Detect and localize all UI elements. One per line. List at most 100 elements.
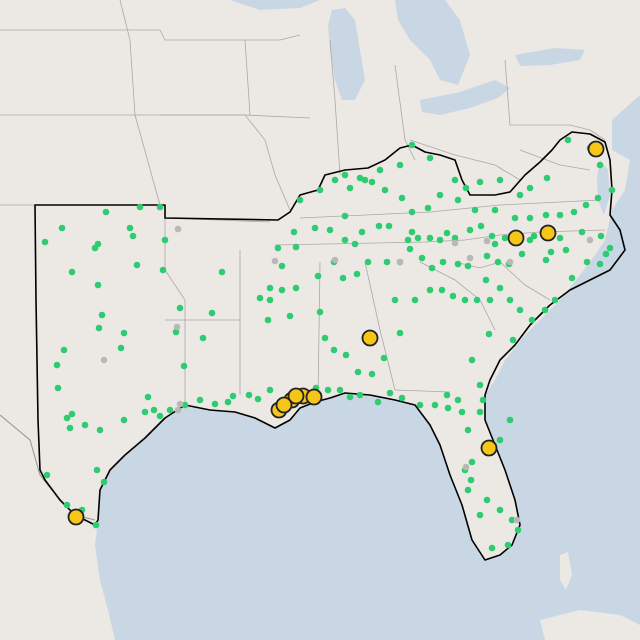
minor-point-marker[interactable] xyxy=(596,161,604,169)
minor-point-marker[interactable] xyxy=(482,276,490,284)
minor-point-marker[interactable] xyxy=(383,258,391,266)
minor-point-marker[interactable] xyxy=(159,266,167,274)
minor-point-marker[interactable] xyxy=(58,224,66,232)
minor-point-marker[interactable] xyxy=(321,334,329,342)
minor-point-marker[interactable] xyxy=(245,391,253,399)
minor-point-marker[interactable] xyxy=(542,256,550,264)
minor-point-marker[interactable] xyxy=(94,281,102,289)
minor-point-marker[interactable] xyxy=(339,274,347,282)
minor-point-marker[interactable] xyxy=(94,240,102,248)
minor-point-marker[interactable] xyxy=(63,414,71,422)
minor-point-marker[interactable] xyxy=(346,184,354,192)
minor-point-marker[interactable] xyxy=(68,410,76,418)
minor-point-marker[interactable] xyxy=(526,214,534,222)
minor-point-marker[interactable] xyxy=(196,396,204,404)
inactive-point-marker[interactable] xyxy=(174,225,182,233)
minor-point-marker[interactable] xyxy=(583,258,591,266)
inactive-point-marker[interactable] xyxy=(331,256,339,264)
minor-point-marker[interactable] xyxy=(468,458,476,466)
major-point-marker[interactable] xyxy=(480,439,498,457)
minor-point-marker[interactable] xyxy=(408,228,416,236)
minor-point-marker[interactable] xyxy=(341,236,349,244)
minor-point-marker[interactable] xyxy=(208,309,216,317)
minor-point-marker[interactable] xyxy=(199,334,207,342)
minor-point-marker[interactable] xyxy=(467,476,475,484)
minor-point-marker[interactable] xyxy=(330,346,338,354)
minor-point-marker[interactable] xyxy=(547,248,555,256)
minor-point-marker[interactable] xyxy=(506,416,514,424)
minor-point-marker[interactable] xyxy=(516,191,524,199)
minor-point-marker[interactable] xyxy=(496,436,504,444)
minor-point-marker[interactable] xyxy=(461,296,469,304)
minor-point-marker[interactable] xyxy=(414,234,422,242)
minor-point-marker[interactable] xyxy=(462,184,470,192)
minor-point-marker[interactable] xyxy=(144,393,152,401)
minor-point-marker[interactable] xyxy=(568,274,576,282)
minor-point-marker[interactable] xyxy=(491,240,499,248)
inactive-point-marker[interactable] xyxy=(100,356,108,364)
minor-point-marker[interactable] xyxy=(278,286,286,294)
minor-point-marker[interactable] xyxy=(582,201,590,209)
minor-point-marker[interactable] xyxy=(375,222,383,230)
minor-point-marker[interactable] xyxy=(458,408,466,416)
minor-point-marker[interactable] xyxy=(266,296,274,304)
minor-point-marker[interactable] xyxy=(518,250,526,258)
minor-point-marker[interactable] xyxy=(361,176,369,184)
minor-point-marker[interactable] xyxy=(418,254,426,262)
minor-point-marker[interactable] xyxy=(464,486,472,494)
minor-point-marker[interactable] xyxy=(211,400,219,408)
major-point-marker[interactable] xyxy=(67,508,85,526)
major-point-marker[interactable] xyxy=(287,387,305,405)
minor-point-marker[interactable] xyxy=(476,511,484,519)
minor-point-marker[interactable] xyxy=(451,234,459,242)
minor-point-marker[interactable] xyxy=(426,154,434,162)
minor-point-marker[interactable] xyxy=(95,324,103,332)
minor-point-marker[interactable] xyxy=(526,184,534,192)
inactive-point-marker[interactable] xyxy=(176,400,184,408)
minor-point-marker[interactable] xyxy=(53,361,61,369)
minor-point-marker[interactable] xyxy=(93,466,101,474)
major-point-marker[interactable] xyxy=(587,140,605,158)
minor-point-marker[interactable] xyxy=(256,294,264,302)
minor-point-marker[interactable] xyxy=(496,284,504,292)
minor-point-marker[interactable] xyxy=(180,362,188,370)
minor-point-marker[interactable] xyxy=(578,228,586,236)
minor-point-marker[interactable] xyxy=(290,228,298,236)
minor-point-marker[interactable] xyxy=(509,336,517,344)
minor-point-marker[interactable] xyxy=(556,211,564,219)
major-point-marker[interactable] xyxy=(361,329,379,347)
minor-point-marker[interactable] xyxy=(511,214,519,222)
minor-point-marker[interactable] xyxy=(66,424,74,432)
minor-point-marker[interactable] xyxy=(60,346,68,354)
minor-point-marker[interactable] xyxy=(541,306,549,314)
minor-point-marker[interactable] xyxy=(296,196,304,204)
minor-point-marker[interactable] xyxy=(100,478,108,486)
minor-point-marker[interactable] xyxy=(476,178,484,186)
minor-point-marker[interactable] xyxy=(398,194,406,202)
minor-point-marker[interactable] xyxy=(424,204,432,212)
minor-point-marker[interactable] xyxy=(543,174,551,182)
minor-point-marker[interactable] xyxy=(326,226,334,234)
minor-point-marker[interactable] xyxy=(426,234,434,242)
minor-point-marker[interactable] xyxy=(496,506,504,514)
minor-point-marker[interactable] xyxy=(514,526,522,534)
minor-point-marker[interactable] xyxy=(176,304,184,312)
minor-point-marker[interactable] xyxy=(596,260,604,268)
minor-point-marker[interactable] xyxy=(126,224,134,232)
minor-point-marker[interactable] xyxy=(386,389,394,397)
minor-point-marker[interactable] xyxy=(341,212,349,220)
minor-point-marker[interactable] xyxy=(476,408,484,416)
minor-point-marker[interactable] xyxy=(416,401,424,409)
minor-point-marker[interactable] xyxy=(364,258,372,266)
minor-point-marker[interactable] xyxy=(356,174,364,182)
minor-point-marker[interactable] xyxy=(488,232,496,240)
minor-point-marker[interactable] xyxy=(496,176,504,184)
minor-point-marker[interactable] xyxy=(564,136,572,144)
minor-point-marker[interactable] xyxy=(354,368,362,376)
minor-point-marker[interactable] xyxy=(117,344,125,352)
minor-point-marker[interactable] xyxy=(504,541,512,549)
minor-point-marker[interactable] xyxy=(398,394,406,402)
minor-point-marker[interactable] xyxy=(464,262,472,270)
minor-point-marker[interactable] xyxy=(431,401,439,409)
